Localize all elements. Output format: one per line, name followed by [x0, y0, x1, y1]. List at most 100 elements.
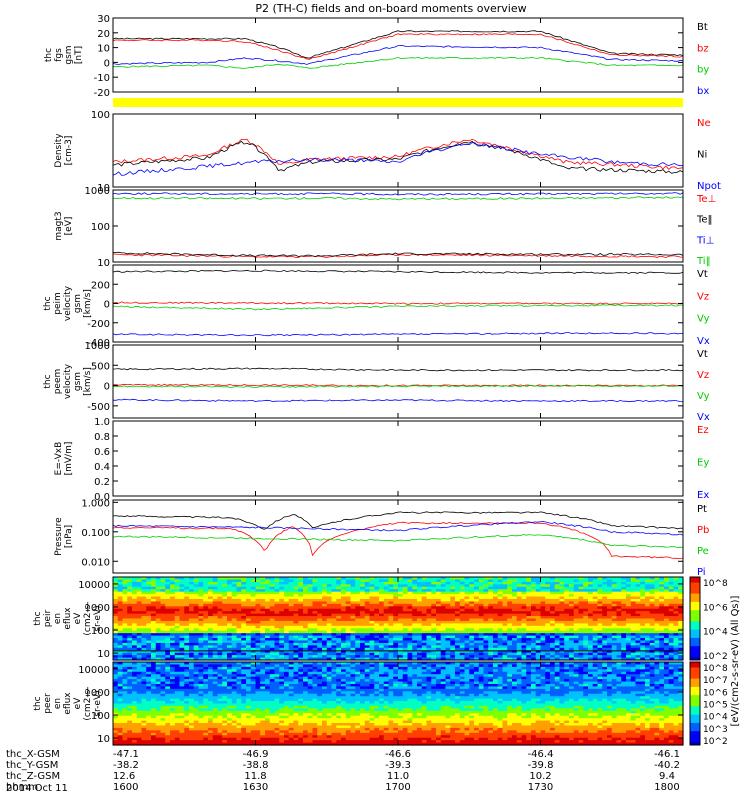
spectrogram-cell [136, 701, 143, 705]
spectrogram-cell [151, 611, 157, 615]
spectrogram-cell [255, 598, 261, 603]
spectrogram-cell [151, 603, 157, 607]
spectrogram-cell [117, 708, 124, 712]
spectrogram-cell [303, 598, 309, 603]
spectrogram-cell [336, 591, 342, 595]
spectrogram-cell [127, 681, 133, 685]
spectrogram-cell [607, 655, 613, 659]
legend-entry: bz [697, 43, 709, 54]
spectrogram-cell [645, 591, 651, 595]
spectrogram-cell [246, 584, 252, 588]
spectrogram-cell [630, 650, 637, 654]
spectrogram-cell [630, 606, 637, 610]
spectrogram-cell [241, 628, 247, 632]
spectrogram-cell [288, 642, 295, 646]
spectrogram-cell [236, 581, 242, 585]
spectrogram-cell [421, 577, 428, 581]
spectrogram-cell [307, 601, 314, 605]
spectrogram-cell [512, 642, 518, 646]
spectrogram-cell [436, 577, 442, 581]
spectrogram-cell [493, 635, 499, 639]
spectrogram-cell [459, 601, 466, 605]
y-tick-label: 10 [97, 258, 110, 269]
spectrogram-cell [516, 638, 523, 642]
spectrogram-cell [336, 650, 342, 654]
spectrogram-cell [122, 696, 128, 700]
spectrogram-cell [450, 642, 456, 646]
spectrogram-cell [393, 613, 399, 617]
spectrogram-cell [611, 598, 618, 603]
spectrogram-cell [170, 715, 176, 719]
spectrogram-cell [678, 635, 684, 639]
spectrogram-cell [117, 688, 124, 692]
spectrogram-cell [355, 608, 361, 612]
spectrogram-cell [198, 691, 204, 695]
spectrogram-cell [241, 589, 247, 593]
spectrogram-cell [412, 613, 418, 617]
spectrogram-cell [649, 603, 656, 607]
spectrogram-cell [521, 591, 527, 595]
spectrogram-cell [455, 640, 461, 644]
spectrogram-cell [146, 720, 152, 724]
spectrogram-cell [535, 620, 542, 624]
spectrogram-cell [179, 735, 185, 739]
spectrogram-cell [654, 642, 660, 646]
series-line-bx [112, 44, 684, 65]
spectrogram-cell [497, 657, 504, 661]
spectrogram-cell [136, 671, 143, 675]
spectrogram-cell [531, 620, 537, 624]
spectrogram-cell [141, 655, 147, 659]
spectrogram-cell [141, 616, 147, 620]
spectrogram-cell [231, 579, 238, 583]
spectrogram-cell [326, 652, 333, 656]
spectrogram-cell [350, 630, 356, 634]
spectrogram-cell [616, 616, 622, 620]
spectrogram-cell [122, 708, 128, 712]
spectrogram-cell [360, 657, 366, 661]
spectrogram-cell [535, 642, 542, 646]
spectrogram-cell [635, 596, 641, 600]
spectrogram-cell [611, 581, 618, 585]
spectrogram-cell [227, 591, 233, 595]
spectrogram-cell [193, 740, 200, 744]
spectrogram-cell [421, 613, 428, 617]
spectrogram-cell [474, 642, 480, 646]
spectrogram-cell [155, 584, 162, 588]
spectrogram-cell [179, 589, 185, 593]
spectrogram-cell [583, 616, 589, 620]
spectrogram-cell [497, 577, 504, 581]
spectrogram-cell [436, 594, 442, 598]
spectrogram-cell [493, 611, 499, 615]
spectrogram-cell [607, 635, 613, 639]
spectrogram-cell [170, 611, 176, 615]
spectrogram-cell [512, 598, 518, 603]
spectrogram-cell [326, 594, 333, 598]
spectrogram-cell [155, 611, 162, 615]
spectrogram-cell [189, 647, 195, 651]
spectrogram-cell [341, 611, 347, 615]
spectrogram-cell [208, 688, 214, 692]
spectrogram-cell [545, 606, 551, 610]
spectrogram-cell [573, 608, 580, 612]
spectrogram-cell [184, 642, 190, 646]
spectrogram-cell [516, 633, 523, 637]
spectrogram-cell [203, 645, 209, 649]
spectrogram-cell [265, 623, 271, 627]
spectrogram-cell [364, 623, 371, 627]
spectrogram-cell [189, 606, 195, 610]
spectrogram-cell [569, 620, 575, 624]
spectrogram-cell [497, 623, 504, 627]
spectrogram-cell [174, 584, 181, 588]
spectrogram-cell [174, 735, 181, 739]
spectrogram-cell [198, 579, 204, 583]
spectrogram-cell [141, 611, 147, 615]
spectrogram-cell [659, 586, 665, 590]
spectrogram-cell [630, 652, 637, 656]
spectrogram-cell [189, 691, 195, 695]
spectrogram-cell [564, 616, 570, 620]
spectrogram-cell [592, 591, 599, 595]
spectrogram-cell [583, 589, 589, 593]
spectrogram-cell [379, 633, 385, 637]
spectrogram-cell [649, 601, 656, 605]
spectrogram-cell [141, 638, 147, 642]
